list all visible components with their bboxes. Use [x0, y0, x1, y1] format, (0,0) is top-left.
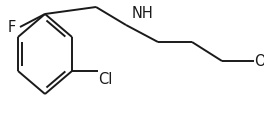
Text: F: F [8, 20, 16, 35]
Text: NH: NH [132, 6, 154, 21]
Text: Cl: Cl [98, 72, 112, 87]
Text: OH: OH [254, 54, 264, 69]
